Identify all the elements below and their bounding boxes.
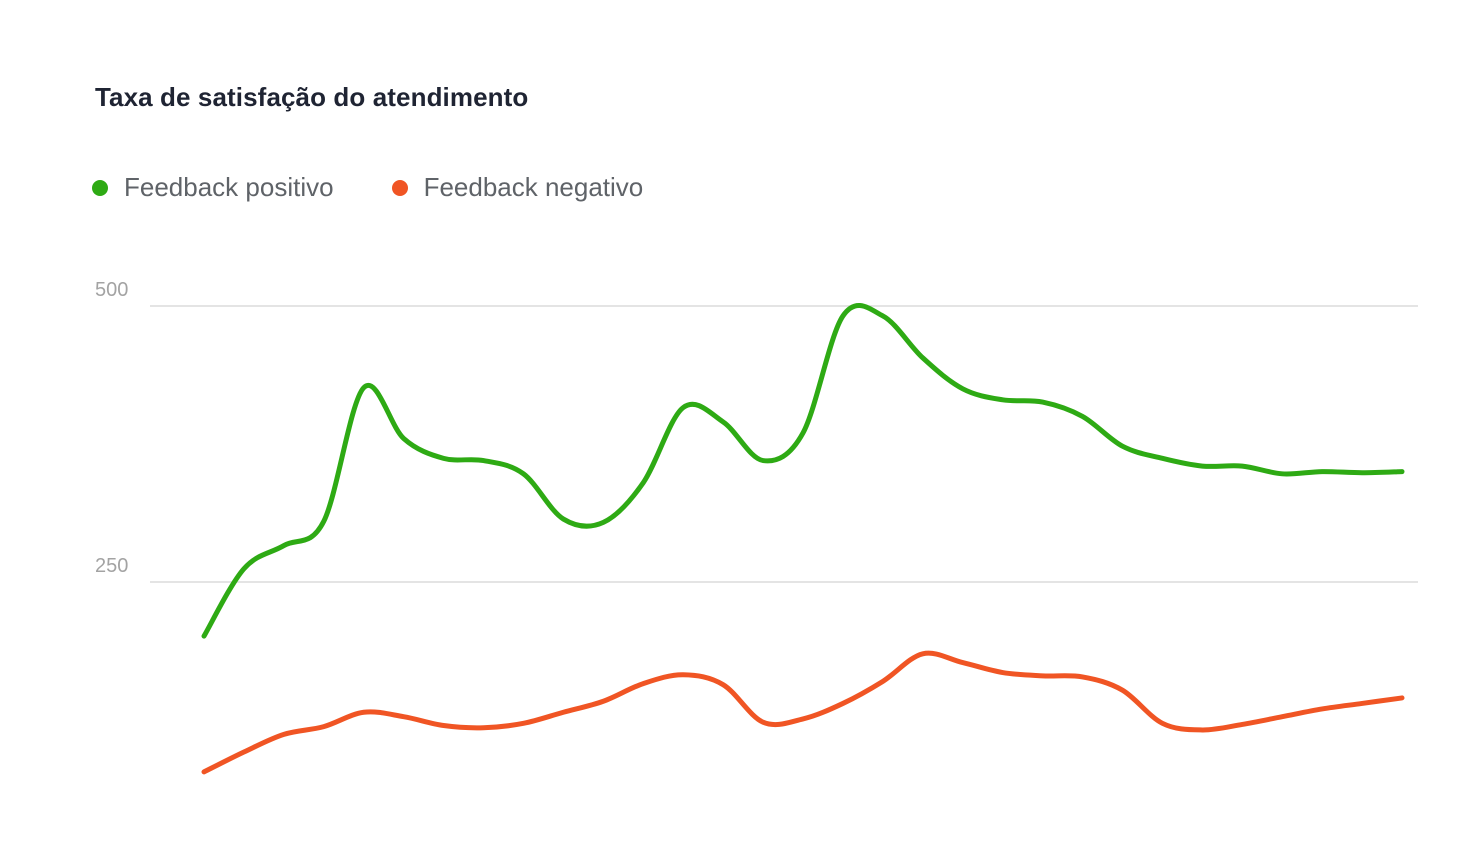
series-line-positive[interactable] xyxy=(201,303,1405,639)
legend-label-positive: Feedback positivo xyxy=(124,172,334,202)
data-point-negative-7[interactable] xyxy=(438,720,450,732)
data-point-negative-20[interactable] xyxy=(957,657,969,669)
data-point-negative-9[interactable] xyxy=(517,717,529,729)
data-point-negative-15[interactable] xyxy=(757,716,769,728)
data-point-negative-3[interactable] xyxy=(278,728,290,740)
data-point-positive-17[interactable] xyxy=(837,310,849,322)
chart-title: Taxa de satisfação do atendimento xyxy=(95,82,529,112)
data-point-negative-1[interactable] xyxy=(198,766,210,778)
data-point-negative-6[interactable] xyxy=(398,711,410,723)
data-point-positive-9[interactable] xyxy=(517,468,529,480)
series-layer xyxy=(198,303,1408,778)
data-point-positive-19[interactable] xyxy=(917,352,929,364)
data-point-positive-8[interactable] xyxy=(478,455,490,467)
data-point-negative-26[interactable] xyxy=(1196,724,1208,736)
y-tick-label-500: 500 xyxy=(95,279,128,301)
data-point-positive-18[interactable] xyxy=(877,310,889,322)
data-point-negative-8[interactable] xyxy=(478,722,490,734)
data-point-positive-2[interactable] xyxy=(238,563,250,575)
data-point-positive-15[interactable] xyxy=(757,455,769,467)
legend: Feedback positivo Feedback negativo xyxy=(92,172,643,203)
data-point-negative-11[interactable] xyxy=(597,695,609,707)
data-point-positive-20[interactable] xyxy=(957,383,969,395)
data-point-positive-24[interactable] xyxy=(1116,440,1128,452)
y-tick-label-250: 250 xyxy=(95,555,128,577)
data-point-negative-2[interactable] xyxy=(238,746,250,758)
data-point-negative-22[interactable] xyxy=(1037,670,1049,682)
data-point-negative-10[interactable] xyxy=(557,706,569,718)
series-negative xyxy=(198,648,1408,778)
data-point-negative-17[interactable] xyxy=(837,697,849,709)
data-point-positive-12[interactable] xyxy=(637,477,649,489)
data-point-negative-4[interactable] xyxy=(318,721,330,733)
data-point-positive-5[interactable] xyxy=(358,382,370,394)
y-axis-tick-labels: 500 250 xyxy=(95,279,128,577)
data-point-negative-18[interactable] xyxy=(877,675,889,687)
data-point-negative-31[interactable] xyxy=(1396,692,1408,704)
data-point-positive-31[interactable] xyxy=(1396,466,1408,478)
data-point-positive-14[interactable] xyxy=(717,416,729,428)
data-point-negative-28[interactable] xyxy=(1276,711,1288,723)
data-point-negative-21[interactable] xyxy=(997,667,1009,679)
data-point-negative-30[interactable] xyxy=(1356,697,1368,709)
data-point-negative-14[interactable] xyxy=(717,679,729,691)
data-point-negative-12[interactable] xyxy=(637,678,649,690)
data-point-positive-6[interactable] xyxy=(398,432,410,444)
data-point-positive-10[interactable] xyxy=(557,513,569,525)
data-point-positive-3[interactable] xyxy=(278,540,290,552)
data-point-negative-5[interactable] xyxy=(358,706,370,718)
legend-label-negative: Feedback negativo xyxy=(423,172,644,202)
data-point-positive-11[interactable] xyxy=(597,516,609,528)
data-point-positive-16[interactable] xyxy=(797,427,809,439)
data-point-positive-30[interactable] xyxy=(1356,467,1368,479)
data-point-positive-29[interactable] xyxy=(1316,466,1328,478)
legend-item-positive[interactable]: Feedback positivo xyxy=(92,172,334,203)
data-point-positive-21[interactable] xyxy=(997,394,1009,406)
legend-item-negative[interactable]: Feedback negativo xyxy=(391,172,644,203)
grid-layer xyxy=(150,305,1418,583)
legend-dot-negative-icon xyxy=(391,179,408,196)
legend-dot-positive-icon xyxy=(92,179,108,196)
data-point-positive-25[interactable] xyxy=(1156,452,1168,464)
data-point-positive-26[interactable] xyxy=(1196,460,1208,472)
data-point-positive-1[interactable] xyxy=(198,630,210,642)
data-point-negative-19[interactable] xyxy=(917,648,929,660)
data-point-positive-4[interactable] xyxy=(318,515,330,527)
data-point-negative-25[interactable] xyxy=(1156,717,1168,729)
data-point-negative-27[interactable] xyxy=(1236,718,1248,730)
data-point-positive-7[interactable] xyxy=(438,452,450,464)
data-point-positive-22[interactable] xyxy=(1037,396,1049,408)
data-point-negative-23[interactable] xyxy=(1077,671,1089,683)
data-point-positive-23[interactable] xyxy=(1077,410,1089,422)
data-point-negative-16[interactable] xyxy=(797,713,809,725)
data-point-negative-29[interactable] xyxy=(1316,703,1328,715)
data-point-positive-28[interactable] xyxy=(1276,468,1288,480)
data-point-negative-13[interactable] xyxy=(677,669,689,681)
series-positive xyxy=(198,303,1408,642)
series-line-negative[interactable] xyxy=(201,650,1405,775)
data-point-positive-13[interactable] xyxy=(677,402,689,414)
data-point-positive-27[interactable] xyxy=(1236,460,1248,472)
data-point-negative-24[interactable] xyxy=(1116,684,1128,696)
